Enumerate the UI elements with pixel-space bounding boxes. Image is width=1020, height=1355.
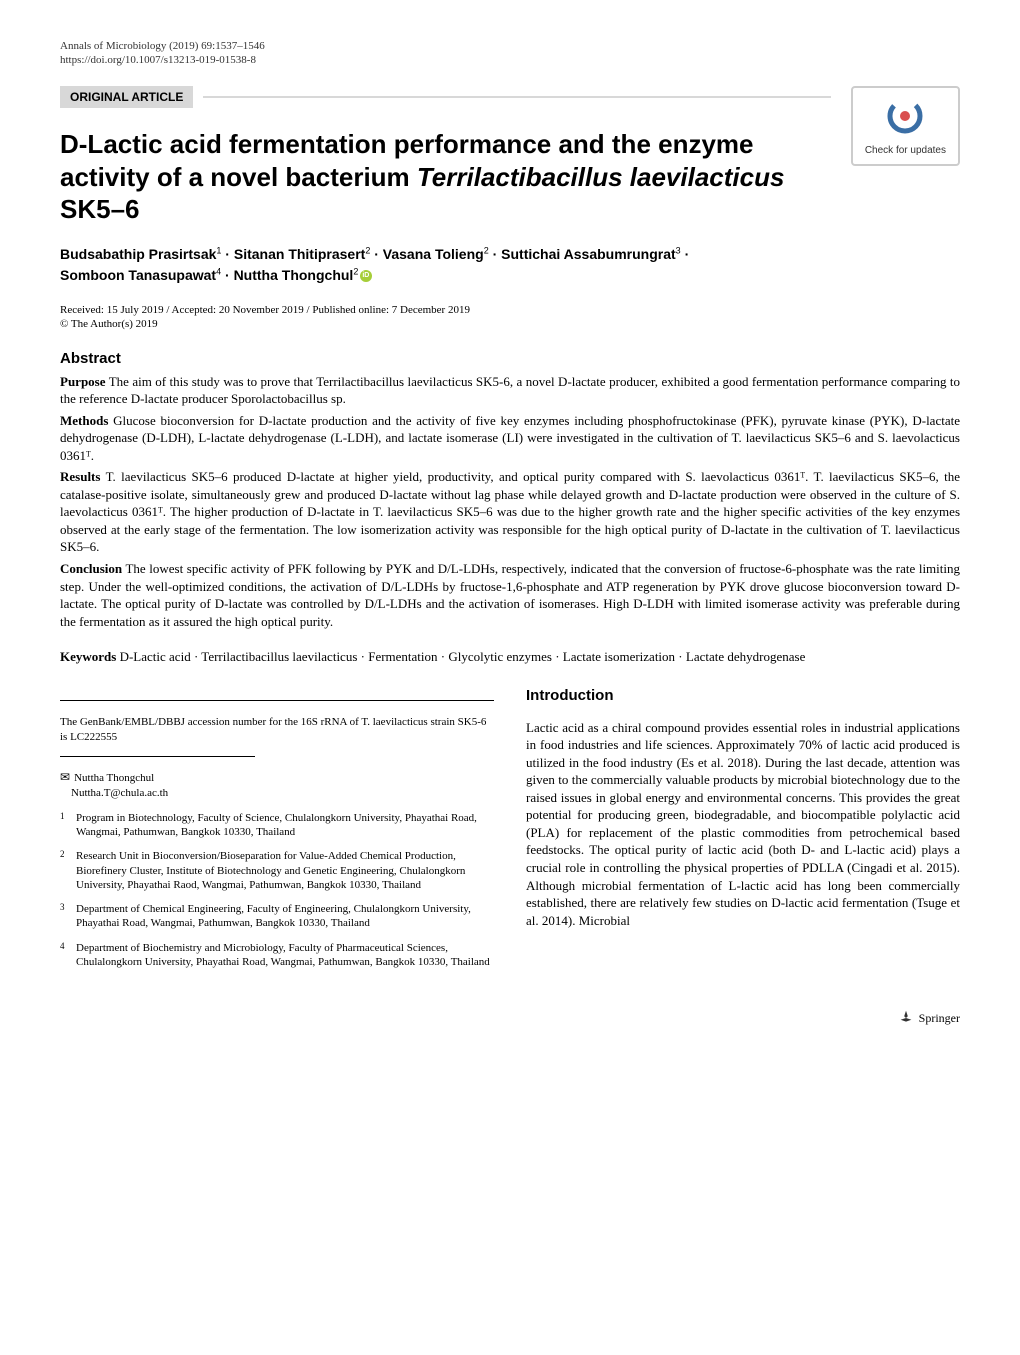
author-5: Somboon Tanasupawat [60, 267, 216, 283]
article-type: ORIGINAL ARTICLE [60, 86, 193, 108]
affiliation-1: 1 Program in Biotechnology, Faculty of S… [60, 811, 494, 840]
aff-text-1: Program in Biotechnology, Faculty of Sci… [76, 811, 494, 840]
sep-3: · [489, 246, 501, 262]
journal-header: Annals of Microbiology (2019) 69:1537–15… [60, 40, 960, 52]
author-6: Nuttha Thongchul [234, 267, 354, 283]
doi-link[interactable]: https://doi.org/10.1007/s13213-019-01538… [60, 54, 960, 66]
sep-1: · [221, 246, 233, 262]
methods-text: Glucose bioconversion for D-lactate prod… [60, 413, 960, 463]
purpose-lead: Purpose [60, 374, 106, 389]
aff-num-2: 2 [60, 849, 76, 892]
check-updates-icon [885, 96, 925, 136]
abstract-heading: Abstract [60, 350, 960, 367]
aff-text-4: Department of Biochemistry and Microbiol… [76, 941, 494, 970]
copyright: © The Author(s) 2019 [60, 318, 960, 330]
author-6-sup: 2 [353, 266, 358, 276]
abstract-conclusion: Conclusion The lowest specific activity … [60, 560, 960, 630]
bar-fill [203, 96, 830, 98]
abstract-results: Results T. laevilacticus SK5–6 produced … [60, 468, 960, 556]
corresponding-email[interactable]: Nuttha.T@chula.ac.th [71, 787, 168, 799]
methods-lead: Methods [60, 413, 108, 428]
springer-label: Springer [919, 1011, 960, 1026]
keywords: Keywords D-Lactic acid · Terrilactibacil… [60, 648, 960, 666]
aff-num-4: 4 [60, 941, 76, 970]
abstract-purpose: Purpose The aim of this study was to pro… [60, 373, 960, 408]
title-part2: SK5–6 [60, 194, 140, 224]
corresponding-name: Nuttha Thongchul [74, 772, 154, 784]
affiliation-4: 4 Department of Biochemistry and Microbi… [60, 941, 494, 970]
author-3: Vasana Tolieng [383, 246, 484, 262]
authors: Budsabathip Prasirtsak1 · Sitanan Thitip… [60, 244, 960, 286]
conclusion-lead: Conclusion [60, 561, 122, 576]
keywords-lead: Keywords [60, 649, 116, 664]
results-lead: Results [60, 469, 100, 484]
springer-icon [897, 1009, 915, 1027]
aff-text-3: Department of Chemical Engineering, Facu… [76, 902, 494, 931]
conclusion-text: The lowest specific activity of PFK foll… [60, 561, 960, 629]
check-updates-badge[interactable]: Check for updates [851, 86, 960, 166]
aff-text-2: Research Unit in Bioconversion/Biosepara… [76, 849, 494, 892]
aff-num-3: 3 [60, 902, 76, 931]
affiliation-3: 3 Department of Chemical Engineering, Fa… [60, 902, 494, 931]
results-text: T. laevilacticus SK5–6 produced D-lactat… [60, 469, 960, 554]
accession-note: The GenBank/EMBL/DBBJ accession number f… [60, 715, 494, 744]
sep-4: · [681, 246, 690, 262]
sep-2: · [370, 246, 382, 262]
two-column-section: The GenBank/EMBL/DBBJ accession number f… [60, 686, 960, 979]
keywords-text: D-Lactic acid · Terrilactibacillus laevi… [116, 649, 805, 664]
right-column: Introduction Lactic acid as a chiral com… [526, 686, 960, 979]
envelope-icon: ✉ [60, 770, 70, 784]
footer: Springer [60, 1009, 960, 1027]
left-column: The GenBank/EMBL/DBBJ accession number f… [60, 686, 494, 979]
article-title: D-Lactic acid fermentation performance a… [60, 128, 960, 226]
publication-dates: Received: 15 July 2019 / Accepted: 20 No… [60, 304, 960, 316]
aff-num-1: 1 [60, 811, 76, 840]
check-updates-label: Check for updates [865, 145, 946, 156]
corresponding-author: ✉ Nuttha Thongchul Nuttha.T@chula.ac.th [60, 769, 494, 801]
introduction-heading: Introduction [526, 686, 960, 706]
half-divider [60, 756, 255, 757]
author-2: Sitanan Thitiprasert [234, 246, 365, 262]
abstract-methods: Methods Glucose bioconversion for D-lact… [60, 412, 960, 465]
title-species: Terrilactibacillus laevilacticus [417, 162, 785, 192]
author-1: Budsabathip Prasirtsak [60, 246, 216, 262]
affiliation-2: 2 Research Unit in Bioconversion/Biosepa… [60, 849, 494, 892]
introduction-text: Lactic acid as a chiral compound provide… [526, 719, 960, 930]
article-type-bar: ORIGINAL ARTICLE [60, 86, 831, 108]
sep-5: · [221, 267, 233, 283]
purpose-text: The aim of this study was to prove that … [60, 374, 960, 407]
orcid-icon[interactable] [360, 270, 372, 282]
divider-top [60, 700, 494, 701]
author-4: Suttichai Assabumrungrat [501, 246, 676, 262]
